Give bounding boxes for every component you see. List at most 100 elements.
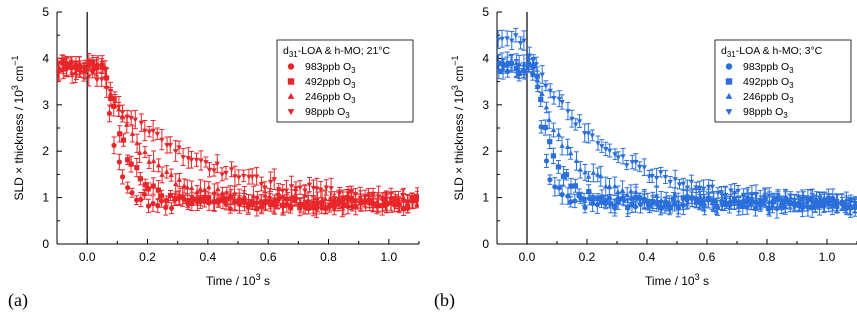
data-point bbox=[556, 185, 562, 191]
data-point bbox=[612, 152, 618, 158]
data-point bbox=[150, 128, 156, 134]
y-tick-label: 0 bbox=[42, 237, 49, 251]
data-point bbox=[254, 194, 261, 200]
data-point bbox=[206, 196, 212, 202]
data-point bbox=[254, 206, 260, 212]
data-point bbox=[246, 174, 252, 180]
data-point bbox=[672, 177, 678, 183]
data-point bbox=[344, 198, 351, 204]
y-tick-label: 2 bbox=[42, 144, 49, 158]
data-point bbox=[497, 59, 502, 65]
data-point bbox=[711, 198, 717, 204]
data-point bbox=[543, 158, 550, 164]
data-point bbox=[253, 174, 260, 180]
data-point bbox=[280, 203, 287, 209]
data-point bbox=[155, 162, 162, 168]
data-point bbox=[586, 189, 592, 195]
data-point bbox=[834, 201, 841, 207]
data-point bbox=[125, 185, 131, 191]
data-point bbox=[120, 137, 127, 143]
data-point bbox=[305, 199, 312, 205]
data-point bbox=[146, 158, 152, 164]
data-point bbox=[223, 170, 229, 176]
data-point bbox=[344, 195, 350, 201]
data-point bbox=[111, 142, 117, 148]
data-point bbox=[556, 96, 563, 102]
x-tick-label: 1.0 bbox=[380, 250, 397, 264]
legend-title: d31-LOA & h-MO; 3°C bbox=[721, 45, 823, 59]
data-point bbox=[150, 201, 156, 207]
y-axis-label: SLD × thickness / 103 cm−1 bbox=[10, 55, 26, 200]
data-point bbox=[86, 59, 92, 65]
series-4 bbox=[57, 57, 419, 211]
data-point bbox=[701, 201, 708, 207]
data-point bbox=[573, 158, 580, 163]
data-point bbox=[297, 185, 303, 191]
data-point bbox=[236, 175, 242, 181]
data-point bbox=[327, 202, 333, 208]
data-point bbox=[542, 124, 548, 131]
legend-marker bbox=[287, 78, 295, 85]
data-point bbox=[667, 179, 673, 185]
data-point bbox=[228, 167, 235, 173]
data-point bbox=[185, 198, 191, 204]
data-point bbox=[700, 186, 707, 192]
data-point bbox=[559, 191, 565, 198]
data-point bbox=[655, 200, 661, 206]
data-point bbox=[606, 148, 613, 154]
legend-label: 492ppb O3 bbox=[305, 76, 356, 90]
data-point bbox=[809, 204, 815, 210]
data-point bbox=[236, 194, 242, 200]
data-point bbox=[497, 37, 501, 43]
data-point bbox=[188, 185, 195, 191]
data-point bbox=[128, 115, 134, 121]
data-point bbox=[176, 145, 182, 151]
y-tick-label: 1 bbox=[42, 191, 49, 205]
data-point bbox=[288, 184, 295, 190]
data-point bbox=[145, 186, 151, 192]
data-point bbox=[125, 157, 131, 163]
x-tick-label: 0.2 bbox=[139, 250, 156, 264]
data-point bbox=[679, 200, 686, 206]
data-point bbox=[753, 191, 759, 197]
data-point bbox=[331, 196, 338, 202]
data-point bbox=[800, 195, 807, 201]
x-tick-label: 1.0 bbox=[819, 250, 836, 264]
data-point bbox=[796, 200, 802, 206]
data-point bbox=[103, 85, 110, 91]
data-point bbox=[603, 183, 609, 189]
legend-marker bbox=[725, 109, 733, 116]
data-point bbox=[203, 160, 209, 166]
data-point bbox=[620, 154, 626, 160]
data-point bbox=[124, 114, 130, 120]
data-point bbox=[116, 104, 122, 110]
legend-label: 98ppb O3 bbox=[305, 106, 350, 120]
data-point bbox=[68, 63, 75, 69]
panel-b: 0 1 2 3 4 5 0.0 0.2 0.4 0.6 0.8 1.0 Time / 103 s SLD … bbox=[434, 5, 857, 311]
data-point bbox=[778, 200, 785, 206]
data-point bbox=[667, 205, 674, 211]
data-point bbox=[211, 168, 217, 174]
data-point bbox=[715, 190, 721, 196]
data-point bbox=[646, 203, 653, 209]
data-point bbox=[722, 193, 729, 198]
data-point bbox=[565, 193, 571, 199]
x-tick-label: 0.8 bbox=[759, 250, 776, 264]
data-point bbox=[688, 194, 695, 200]
legend-marker bbox=[725, 63, 733, 70]
data-point bbox=[274, 196, 281, 202]
data-point bbox=[598, 173, 604, 179]
data-point bbox=[258, 201, 265, 207]
x-tick-label: 0.0 bbox=[519, 250, 536, 264]
data-point bbox=[401, 206, 407, 212]
data-point bbox=[533, 62, 539, 68]
data-point bbox=[216, 197, 222, 203]
data-point bbox=[572, 122, 579, 128]
data-point bbox=[696, 196, 703, 202]
data-point bbox=[159, 171, 165, 177]
data-point bbox=[560, 173, 567, 180]
data-point bbox=[181, 182, 187, 188]
data-point bbox=[675, 198, 681, 204]
data-point bbox=[752, 205, 759, 211]
